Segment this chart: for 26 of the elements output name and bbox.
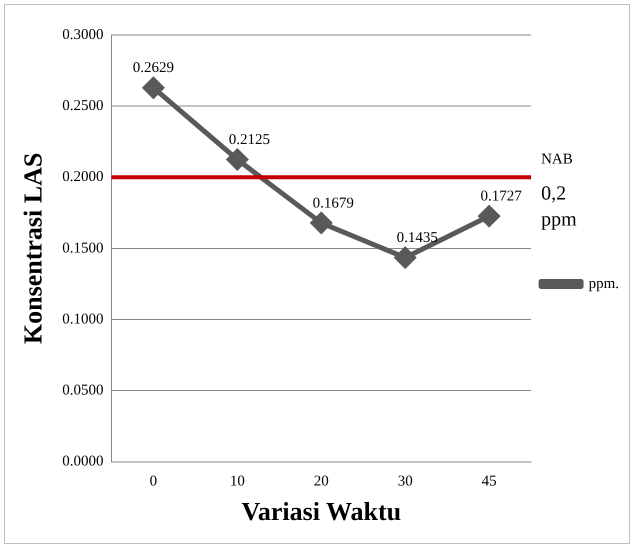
y-tick-label: 0.2000 <box>62 169 104 186</box>
data-label: 0.1435 <box>396 230 438 246</box>
point <box>394 247 416 268</box>
legend-label: ppm. <box>588 276 620 292</box>
y-axis-title: Konsentrasi LAS <box>18 152 48 344</box>
x-tick-label: 30 <box>398 474 413 490</box>
x-tick-label: 45 <box>482 474 497 490</box>
y-tick-label: 0.3000 <box>62 26 104 43</box>
point <box>310 212 332 234</box>
point <box>142 77 164 98</box>
point <box>226 148 248 170</box>
data-label: 0.1679 <box>312 195 354 212</box>
x-tick-label: 20 <box>314 474 329 490</box>
data-label: 0.1727 <box>480 188 522 205</box>
y-tick-label: 0.1000 <box>62 311 104 328</box>
y-tick-label: 0.2500 <box>62 98 104 114</box>
ref-line-label: NAB 0,2 ppm <box>541 152 578 231</box>
y-tick-label: 0.0000 <box>62 454 104 470</box>
x-axis-title: Variasi Waktu <box>241 497 402 526</box>
y-tick-label: 0.1500 <box>62 240 104 256</box>
x-tick-label: 0 <box>150 474 158 490</box>
data-label: 0.2629 <box>132 60 174 76</box>
data-label: 0.2125 <box>228 132 270 148</box>
point <box>478 206 500 227</box>
x-tick-label: 10 <box>230 474 245 490</box>
y-tick-label: 0.0500 <box>62 382 104 399</box>
